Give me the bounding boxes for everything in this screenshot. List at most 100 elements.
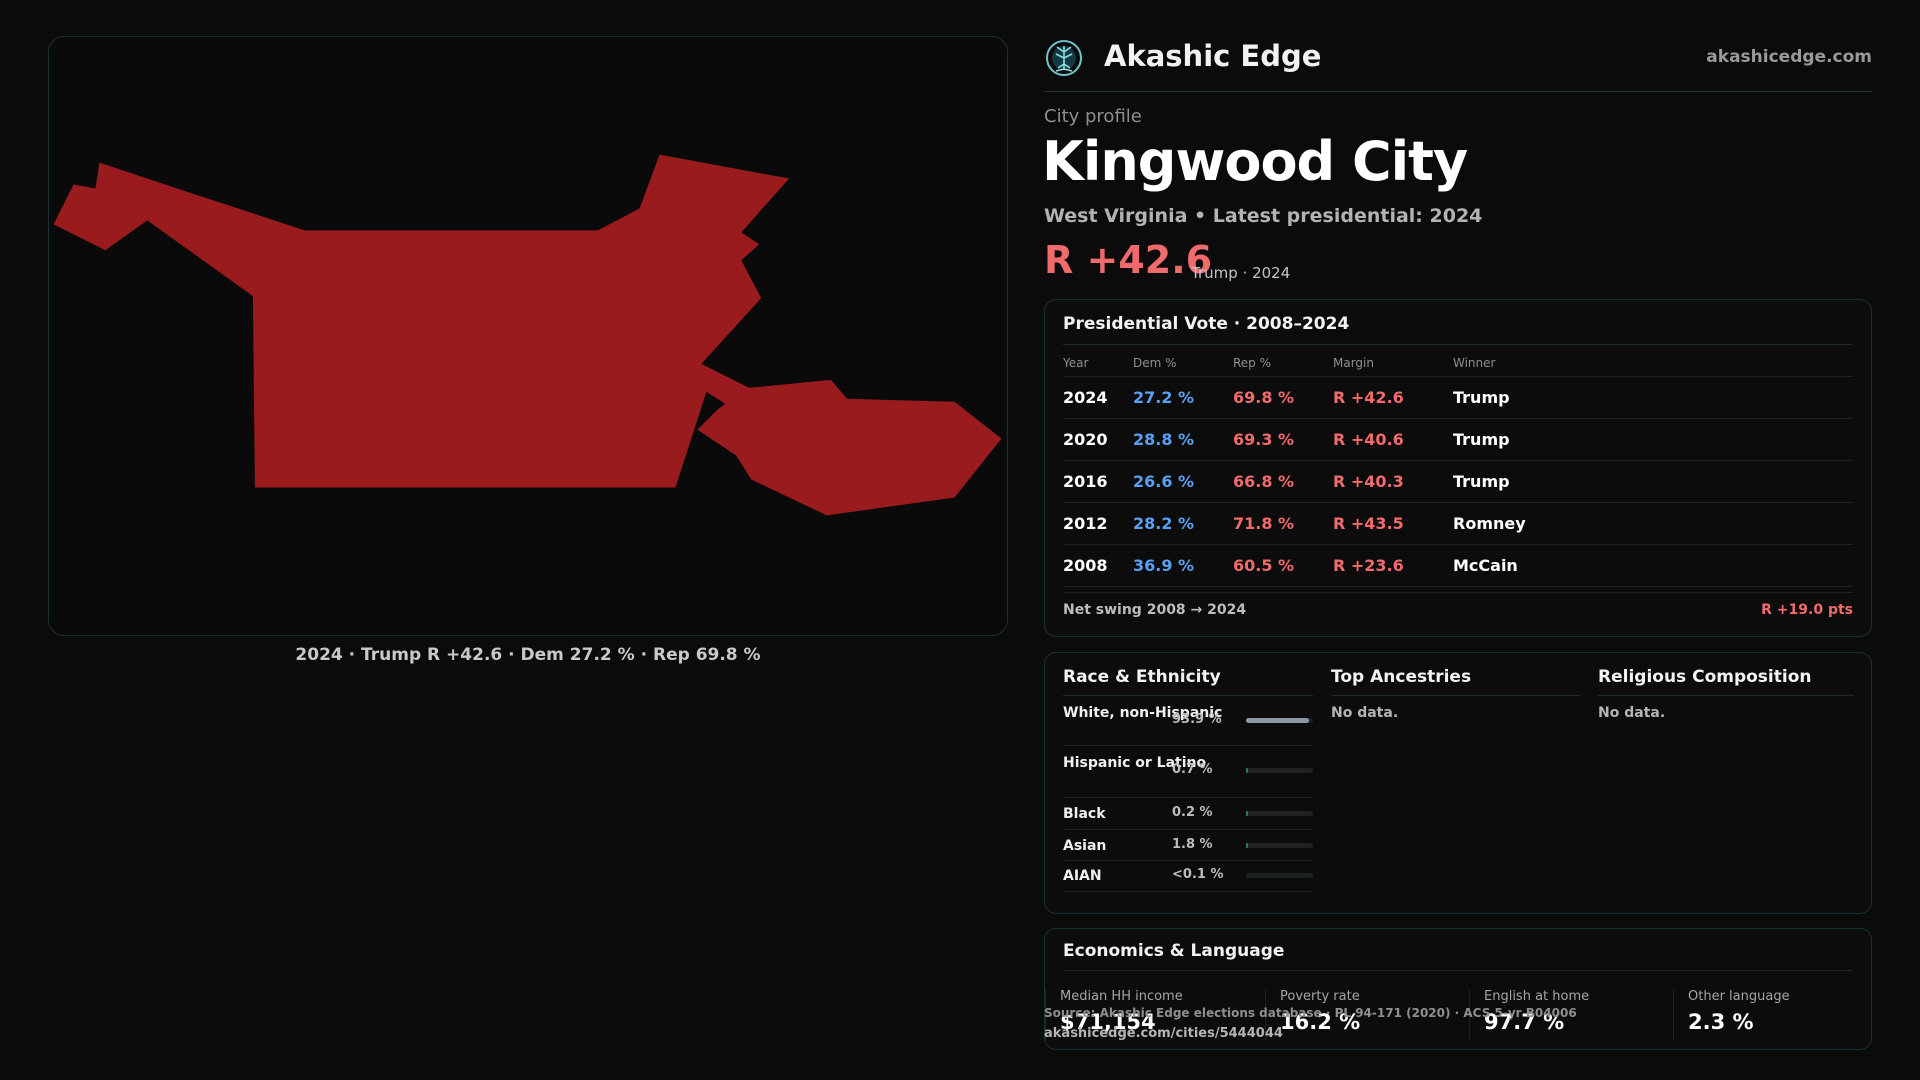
row-dem: 27.2 % [1133,376,1233,419]
economics-card: Economics & Language Median HH income $7… [1044,928,1872,1050]
stat-label: English at home [1484,989,1590,1004]
ancestries-section: Top Ancestries No data. [1331,667,1581,721]
row-dem: 28.2 % [1133,502,1233,545]
race-pct: <0.1 % [1172,867,1224,882]
row-rep: 69.3 % [1233,418,1333,461]
race-bar-fill [1246,768,1248,773]
row-year: 2020 [1063,418,1133,461]
row-margin: R +40.3 [1333,460,1453,503]
site-header: Akashic Edge akashicedge.com [1044,34,1872,92]
city-boundary-svg [53,154,1002,516]
stat-other-language: Other language 2.3 % [1673,989,1863,1041]
site-link[interactable]: akashicedge.com [1706,47,1872,67]
net-swing-label: Net swing 2008 → 2024 [1063,602,1247,618]
race-name: Black [1063,806,1106,822]
race-bar [1246,811,1313,816]
net-swing-row: Net swing 2008 → 2024 R +19.0 pts [1063,592,1853,628]
city-boundary-map[interactable] [48,36,1008,636]
stat-poverty-rate: Poverty rate 16.2 % [1265,989,1455,1041]
race-bar [1246,843,1313,848]
ancestries-empty: No data. [1331,705,1399,721]
col-year-header: Year [1063,350,1133,377]
stat-value: 16.2 % [1280,1010,1361,1034]
race-row: AIAN <0.1 % [1063,861,1313,892]
row-winner: Trump [1453,376,1853,419]
row-year: 2024 [1063,376,1133,419]
row-year: 2016 [1063,460,1133,503]
race-title: Race & Ethnicity [1063,667,1313,696]
stat-value: 2.3 % [1688,1010,1754,1034]
race-name: White, non-Hispanic [1063,705,1223,721]
page-url-link[interactable]: akashicedge.com/cities/5444044 [1044,1026,1283,1041]
row-rep: 71.8 % [1233,502,1333,545]
table-row: 2012 28.2 % 71.8 % R +43.5 Romney [1063,502,1853,545]
stat-label: Median HH income [1060,989,1183,1004]
stat-value: 97.7 % [1484,1010,1565,1034]
tree-emblem-icon[interactable] [1044,38,1084,78]
race-pct: 1.8 % [1172,837,1213,852]
ancestries-title: Top Ancestries [1331,667,1581,696]
row-rep: 60.5 % [1233,544,1333,587]
source-note: Source: Akashic Edge elections database … [1044,1006,1577,1020]
stat-label: Other language [1688,989,1790,1004]
row-year: 2012 [1063,502,1133,545]
row-rep: 66.8 % [1233,460,1333,503]
race-ethnicity-section: Race & Ethnicity White, non-Hispanic 93.… [1063,667,1313,892]
city-subtitle: West Virginia • Latest presidential: 202… [1044,205,1483,227]
row-margin: R +23.6 [1333,544,1453,587]
col-margin-header: Margin [1333,350,1453,377]
row-rep: 69.8 % [1233,376,1333,419]
row-winner: Romney [1453,502,1853,545]
race-bar-fill [1246,718,1309,723]
col-dem-header: Dem % [1133,350,1233,377]
economics-title: Economics & Language [1063,941,1285,961]
row-winner: McCain [1453,544,1853,587]
stat-median-income: Median HH income $71,154 [1045,989,1235,1041]
race-pct: 93.9 % [1172,712,1222,727]
race-name: Asian [1063,838,1107,854]
religion-section: Religious Composition No data. [1598,667,1854,721]
row-winner: Trump [1453,418,1853,461]
page-title: Kingwood City [1042,130,1468,193]
race-name: AIAN [1063,868,1102,884]
religion-title: Religious Composition [1598,667,1854,696]
race-row: Black 0.2 % [1063,798,1313,830]
row-year: 2008 [1063,544,1133,587]
table-row: 2008 36.9 % 60.5 % R +23.6 McCain [1063,544,1853,587]
map-caption: 2024 · Trump R +42.6 · Dem 27.2 % · Rep … [295,645,761,665]
headline-winner: Trump · 2024 [1191,264,1291,282]
race-bar [1246,718,1313,723]
vote-table: Year Dem % Rep % Margin Winner 2024 27.2… [1063,350,1853,587]
race-pct: 0.7 % [1172,762,1213,777]
row-winner: Trump [1453,460,1853,503]
race-name: Hispanic or Latino [1063,755,1207,771]
race-bar-fill [1246,811,1248,816]
row-dem: 28.8 % [1133,418,1233,461]
table-row: 2020 28.8 % 69.3 % R +40.6 Trump [1063,418,1853,461]
stat-english-at-home: English at home 97.7 % [1469,989,1659,1041]
race-bar-fill [1246,843,1248,848]
headline-margin: R +42.6 [1044,238,1213,282]
race-row: Asian 1.8 % [1063,830,1313,861]
col-winner-header: Winner [1453,350,1853,377]
divider [1063,344,1853,345]
row-margin: R +40.6 [1333,418,1453,461]
stat-value: $71,154 [1060,1010,1156,1034]
race-bar [1246,873,1313,878]
demographics-card: Race & Ethnicity White, non-Hispanic 93.… [1044,652,1872,914]
row-dem: 36.9 % [1133,544,1233,587]
city-boundary-shape[interactable] [53,154,1002,516]
row-dem: 26.6 % [1133,460,1233,503]
race-row: White, non-Hispanic 93.9 % [1063,696,1313,746]
divider [1063,970,1853,971]
col-rep-header: Rep % [1233,350,1333,377]
table-row: 2016 26.6 % 66.8 % R +40.3 Trump [1063,460,1853,503]
race-pct: 0.2 % [1172,805,1213,820]
brand-name[interactable]: Akashic Edge [1104,39,1322,73]
row-margin: R +42.6 [1333,376,1453,419]
race-row: Hispanic or Latino 0.7 % [1063,746,1313,798]
profile-eyebrow: City profile [1044,106,1142,127]
race-bar [1246,768,1313,773]
presidential-vote-card: Presidential Vote · 2008–2024 Year Dem %… [1044,299,1872,637]
vote-card-title: Presidential Vote · 2008–2024 [1063,314,1350,334]
